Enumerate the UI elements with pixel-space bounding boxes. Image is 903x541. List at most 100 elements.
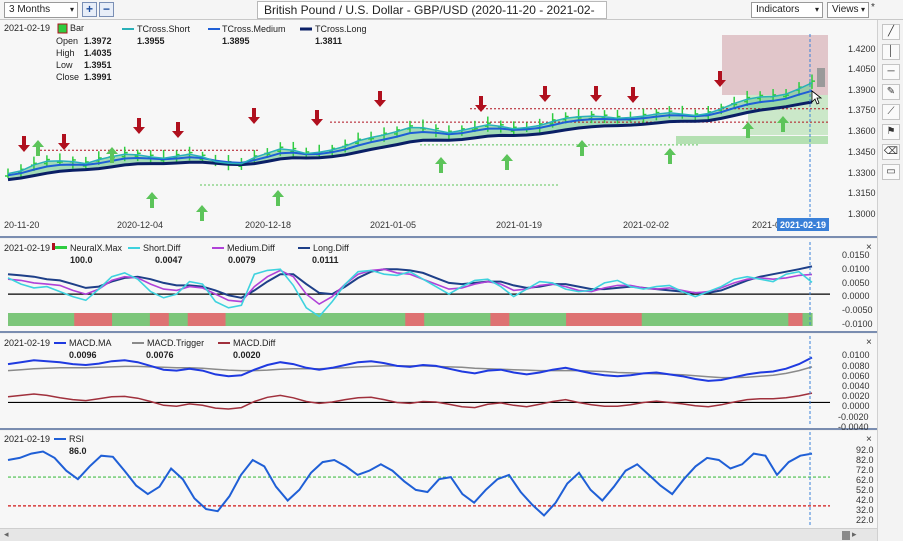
ray-tool-icon[interactable]: ⟋ <box>882 104 900 120</box>
neural-tick: 0.0000 <box>842 291 870 301</box>
neural-signal-segment <box>774 313 780 326</box>
neural-signal-segment <box>334 313 340 326</box>
indicators-select[interactable]: Indicators ▾ <box>751 2 823 18</box>
sell-arrow-icon <box>627 87 639 103</box>
neural-signal-segment <box>665 313 671 326</box>
tcross-long-label: TCross.Long <box>315 24 367 34</box>
neural-signal-segment <box>249 313 255 326</box>
date-tick: 20-11-20 <box>4 220 39 230</box>
neural-signal-segment <box>570 313 577 326</box>
neural-signal-segment <box>201 313 208 326</box>
neural-signal-segment <box>400 313 406 326</box>
date-tick: 2021-01-05 <box>370 220 416 230</box>
neural-signal-segment <box>476 313 482 326</box>
neural-signal-segment <box>462 313 468 326</box>
low-label: Low <box>56 60 73 70</box>
neuralx-label: NeuralX.Max <box>70 243 123 253</box>
price-plot <box>5 34 830 221</box>
tcross-long-line <box>7 100 813 182</box>
price-tick: 1.3450 <box>848 147 876 157</box>
tcross-short-label: TCross.Short <box>137 24 191 34</box>
views-label: Views <box>832 4 859 15</box>
medium-diff-label: Medium.Diff <box>227 243 275 253</box>
neural-signal-segment <box>36 313 42 326</box>
neural-signal-segment <box>537 313 544 326</box>
horizontal-scrollbar[interactable]: ◂ ▸ <box>0 528 877 541</box>
neural-signal-segment <box>575 313 581 326</box>
neural-signal-segment <box>603 313 610 326</box>
price-scroll-thumb[interactable] <box>817 68 825 87</box>
date-tick: 2020-12-18 <box>245 220 291 230</box>
macd-tick: 0.0100 <box>842 350 870 360</box>
sell-arrow-icon <box>311 110 323 126</box>
tcross-short-value: 1.3955 <box>137 36 165 46</box>
neural-signal-segment <box>192 313 198 326</box>
scroll-thumb[interactable] <box>842 531 850 540</box>
support-band <box>676 136 828 144</box>
short-diff-value: 0.0047 <box>155 255 183 265</box>
sell-arrow-icon <box>172 122 184 138</box>
macd-plot <box>7 336 830 426</box>
neural-signal-segment <box>287 313 293 326</box>
close-panel-icon[interactable]: × <box>866 242 872 253</box>
neural-signal-segment <box>391 313 397 326</box>
chart-title: British Pound / U.S. Dollar - GBP/USD (2… <box>257 1 607 33</box>
buy-arrow-icon <box>664 148 676 164</box>
scroll-left-icon[interactable]: ◂ <box>4 529 9 539</box>
open-label: Open <box>56 36 78 46</box>
views-select[interactable]: Views ▾ <box>827 2 869 18</box>
chart-canvas[interactable]: 2021-02-19 Bar Open 1.3972 High 1.4035 L… <box>0 20 877 528</box>
neural-signal-segment <box>594 313 600 326</box>
annotation-tool-icon[interactable]: ⚑ <box>882 124 900 140</box>
price-tick: 1.3150 <box>848 188 876 198</box>
close-panel-icon[interactable]: × <box>866 434 872 445</box>
neural-signal-segment <box>329 313 335 326</box>
price-tick: 1.3600 <box>848 126 876 136</box>
neural-signal-segment <box>726 313 733 326</box>
neural-signal-segment <box>410 313 416 326</box>
rsi-tick: 82.0 <box>856 455 874 465</box>
pencil-tool-icon[interactable]: ✎ <box>882 84 900 100</box>
neural-signal-segment <box>646 313 652 326</box>
neural-signal-segment <box>736 313 742 326</box>
sell-arrow-icon <box>58 134 70 150</box>
neural-signal-segment <box>769 313 775 326</box>
neural-signal-segment <box>315 313 321 326</box>
tcross-medium-value: 1.3895 <box>222 36 250 46</box>
macd-diff-value: 0.0020 <box>233 350 261 360</box>
open-value: 1.3972 <box>84 36 112 46</box>
neural-signal-segment <box>547 313 553 326</box>
comment-tool-icon[interactable]: ▭ <box>882 164 900 180</box>
vertical-line-tool-icon[interactable]: │ <box>882 44 900 60</box>
buy-arrow-icon <box>32 140 44 156</box>
neural-signal-segment <box>145 313 151 326</box>
macd-diff-line <box>7 392 813 410</box>
scroll-right-icon[interactable]: ▸ <box>852 529 857 539</box>
neural-signal-segment <box>130 313 137 326</box>
neural-signal-segment <box>135 313 142 326</box>
close-panel-icon[interactable]: × <box>866 337 872 348</box>
neural-signal-segment <box>343 313 350 326</box>
neural-signal-segment <box>55 313 61 326</box>
horizontal-line-tool-icon[interactable]: ─ <box>882 64 900 80</box>
neural-signal-segment <box>457 313 463 326</box>
neural-signal-segment <box>693 313 700 326</box>
neural-signal-segment <box>580 313 586 326</box>
date-tick: 2021-0 <box>752 220 780 230</box>
period-select[interactable]: 3 Months ▾ <box>4 2 78 18</box>
neural-signal-segment <box>608 313 614 326</box>
trendline-tool-icon[interactable]: ╱ <box>882 24 900 40</box>
long-diff-label: Long.Diff <box>313 243 349 253</box>
neural-signal-segment <box>258 313 264 326</box>
neural-signal-segment <box>542 313 548 326</box>
eraser-tool-icon[interactable]: ⌫ <box>882 144 900 160</box>
zoom-out-button[interactable]: − <box>99 2 114 17</box>
sell-arrow-icon <box>714 71 726 87</box>
neural-signal-segment <box>78 313 85 326</box>
neural-signal-segment <box>376 313 383 326</box>
neural-signal-segment <box>447 313 454 326</box>
zoom-in-button[interactable]: + <box>82 2 97 17</box>
neural-signal-segment <box>495 313 501 326</box>
neural-signal-segment <box>83 313 89 326</box>
neural-signal-segment <box>45 313 52 326</box>
